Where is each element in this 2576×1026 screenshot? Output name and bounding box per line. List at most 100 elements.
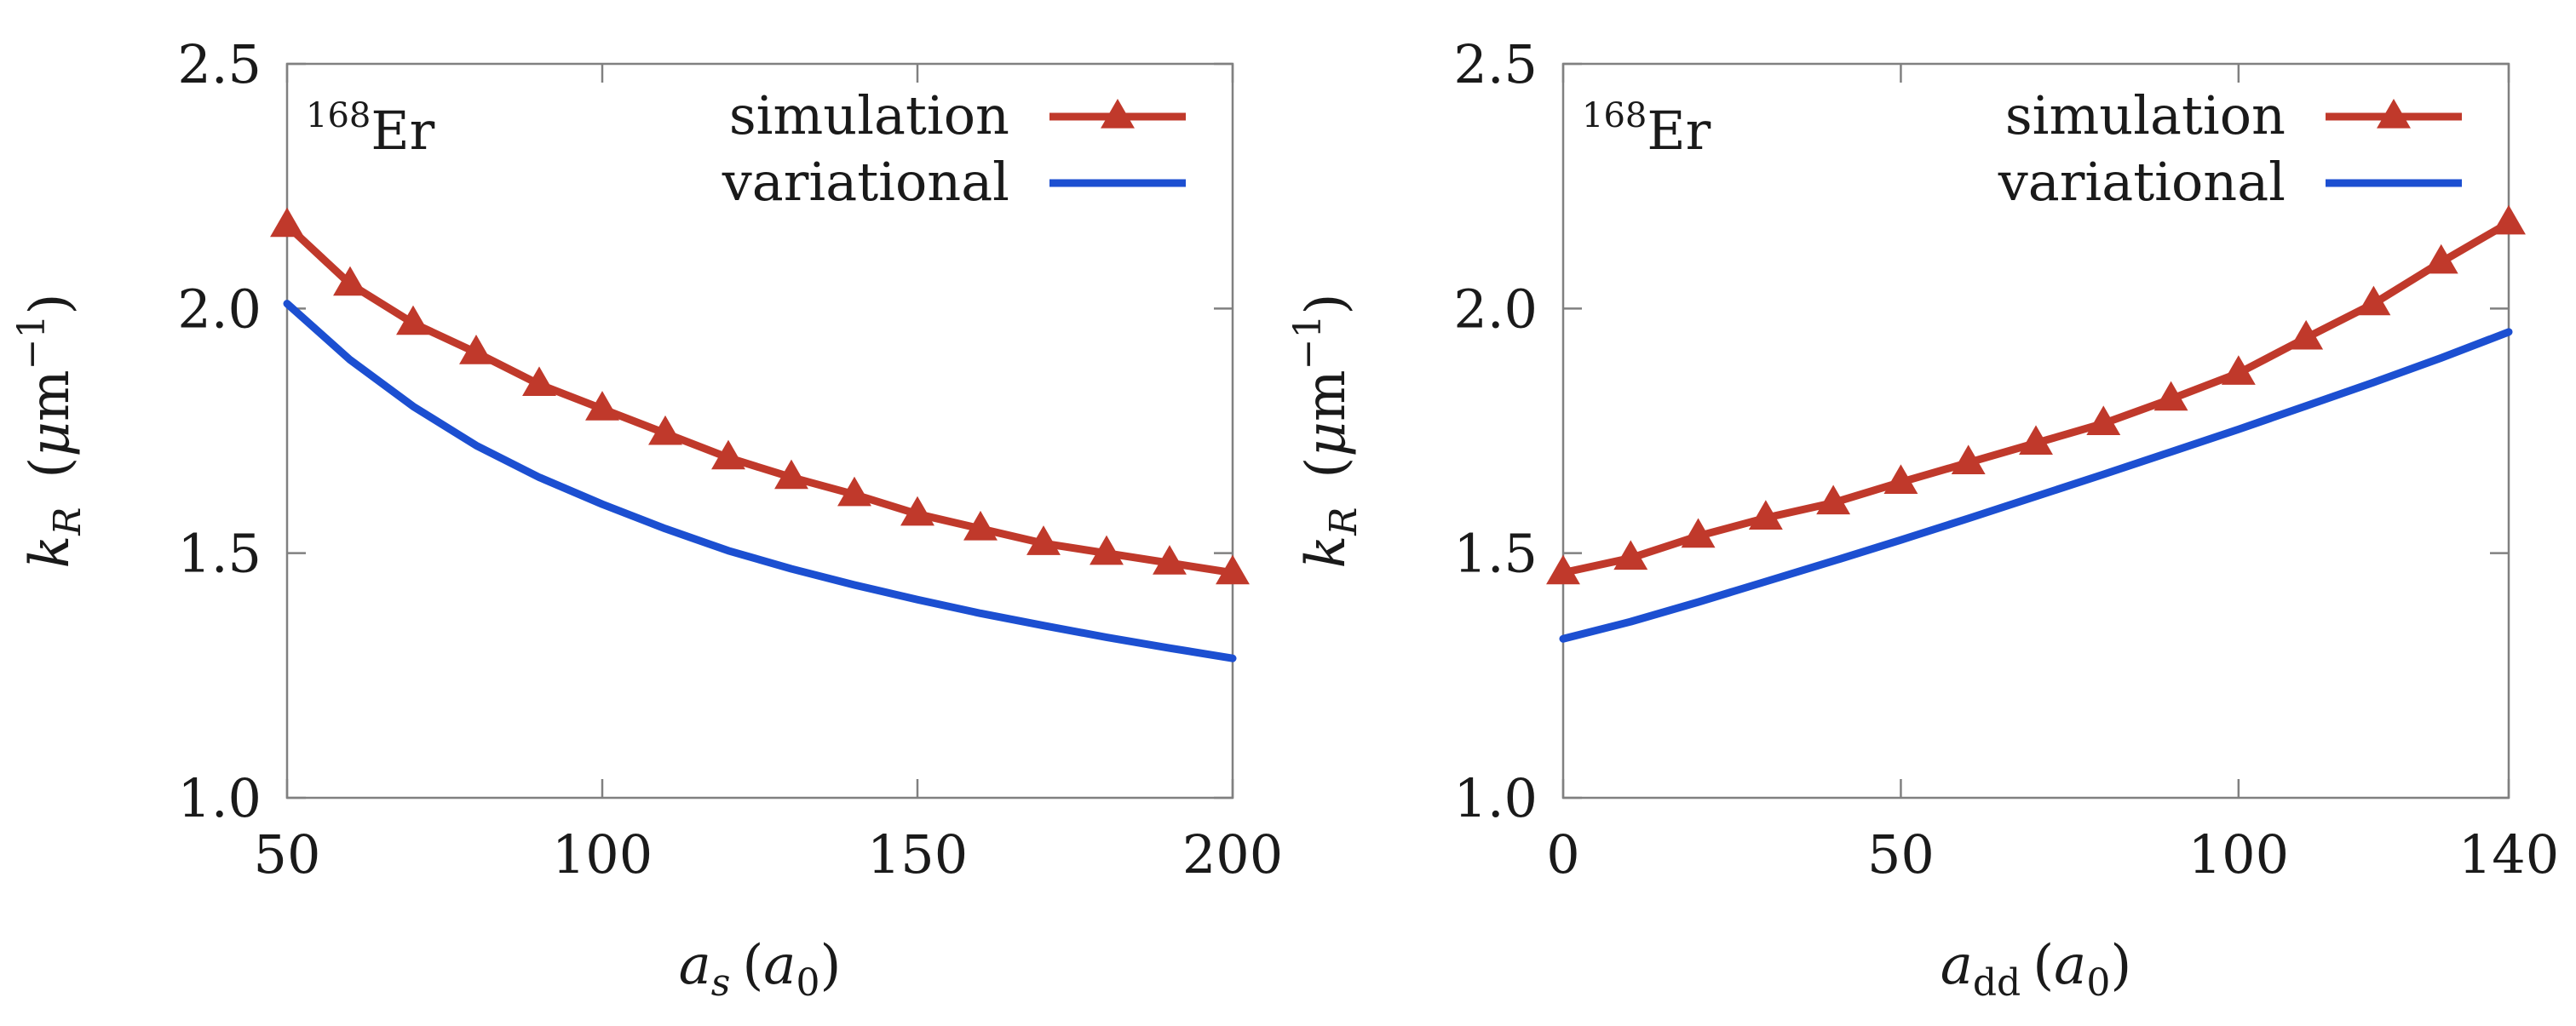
data-point <box>1613 540 1648 570</box>
y-axis-label: kR (μm−1) <box>10 293 89 568</box>
data-point <box>711 439 745 470</box>
legend-label-variational: variational <box>1998 151 2286 213</box>
y-label-unit-m: m <box>19 370 82 421</box>
x-label-var: a <box>679 934 711 997</box>
y-label-unit-open: ( <box>1295 457 1358 479</box>
data-point <box>333 266 367 296</box>
y-tick-label: 1.5 <box>177 523 262 585</box>
legend-label-variational: variational <box>722 151 1009 213</box>
data-point <box>522 366 556 397</box>
data-point <box>1951 444 1986 475</box>
data-point <box>1026 525 1061 555</box>
x-label-unit-open: ( <box>742 934 763 997</box>
simulation-line <box>283 221 1237 577</box>
y-label-unit-close: ) <box>19 293 82 314</box>
x-tick-label: 150 <box>867 823 968 886</box>
y-label-var: k <box>1295 536 1358 569</box>
data-point <box>1153 545 1187 575</box>
data-point <box>1681 518 1716 548</box>
x-tick-label: 50 <box>1867 823 1935 886</box>
y-label-unit-mu: μ <box>1295 421 1358 457</box>
data-point <box>396 305 430 335</box>
data-point <box>2492 204 2526 235</box>
data-point <box>585 391 619 421</box>
y-label-sub: R <box>1322 507 1366 536</box>
simulation-line <box>1559 219 2513 577</box>
y-tick-label: 2.5 <box>177 33 262 95</box>
y-label-var: k <box>19 536 82 569</box>
data-point <box>774 459 808 490</box>
legend-marker <box>2377 99 2411 129</box>
x-label-var: a <box>1941 934 1973 997</box>
variational-line <box>1559 328 2513 643</box>
isotope-element: Er <box>1647 100 1711 162</box>
isotope-mass: 168 <box>306 96 371 135</box>
x-axis-label: add (a0) <box>1941 934 2132 1005</box>
series-variational <box>1559 328 2513 643</box>
plot-frame <box>285 62 1234 800</box>
x-tick-label: 200 <box>1182 823 1283 886</box>
x-axis-label: as (a0) <box>679 934 842 1005</box>
series-simulation <box>270 207 1250 585</box>
data-point <box>2221 355 2256 385</box>
data-point <box>2289 319 2324 350</box>
y-tick-label: 2.0 <box>177 278 262 340</box>
x-tick-label: 50 <box>254 823 321 886</box>
data-point <box>963 510 998 541</box>
y-label-sub: R <box>46 507 89 536</box>
series-simulation <box>1546 204 2526 585</box>
y-label-unit-mu: μ <box>19 421 82 457</box>
legend-label-simulation: simulation <box>729 84 1009 146</box>
data-point <box>2086 405 2121 436</box>
isotope-label: 168Er <box>306 96 435 162</box>
y-axis-label: kR (μm−1) <box>1286 293 1366 568</box>
x-label-unit-close: ) <box>819 934 841 997</box>
data-point <box>1748 500 1783 530</box>
x-label-unit-close: ) <box>2110 934 2131 997</box>
series-variational <box>283 300 1237 662</box>
data-point <box>1090 535 1124 565</box>
data-point <box>2424 244 2458 274</box>
y-label-unit-open: ( <box>19 457 82 479</box>
data-point <box>1883 464 1918 494</box>
data-point <box>459 335 493 364</box>
plot-frame <box>1561 62 2510 800</box>
legend-label-simulation: simulation <box>2005 84 2286 146</box>
data-point <box>648 415 682 445</box>
x-label-unit-open: ( <box>2033 934 2054 997</box>
isotope-element: Er <box>371 100 434 162</box>
x-tick-label: 100 <box>2188 823 2289 886</box>
x-tick-label: 140 <box>2458 823 2559 886</box>
y-tick-label: 1.0 <box>1453 767 1538 829</box>
x-label-sub: dd <box>1973 961 2021 1005</box>
variational-line <box>283 300 1237 662</box>
y-label-unit-exp: −1 <box>1286 314 1330 370</box>
x-label-unit-sub: 0 <box>796 961 819 1005</box>
y-tick-label: 1.0 <box>177 767 262 829</box>
y-label-unit-m: m <box>1295 370 1358 421</box>
data-point <box>1816 484 1851 515</box>
isotope-label: 168Er <box>1582 96 1711 162</box>
x-tick-label: 100 <box>552 823 653 886</box>
y-tick-label: 1.5 <box>1453 523 1538 585</box>
x-tick-label: 0 <box>1546 823 1579 886</box>
x-label-unit-var: a <box>763 934 796 997</box>
data-point <box>270 207 304 238</box>
y-tick-label: 2.5 <box>1453 33 1538 95</box>
data-point <box>837 476 871 507</box>
data-point <box>1216 554 1250 585</box>
data-point <box>900 496 934 526</box>
isotope-mass: 168 <box>1582 96 1647 135</box>
y-tick-label: 2.0 <box>1453 278 1538 340</box>
y-label-unit-exp: −1 <box>10 314 54 370</box>
legend-marker <box>1101 99 1135 129</box>
data-point <box>2019 425 2053 456</box>
x-label-sub: s <box>711 961 731 1005</box>
data-point <box>2356 285 2391 316</box>
data-point <box>1546 554 1580 585</box>
